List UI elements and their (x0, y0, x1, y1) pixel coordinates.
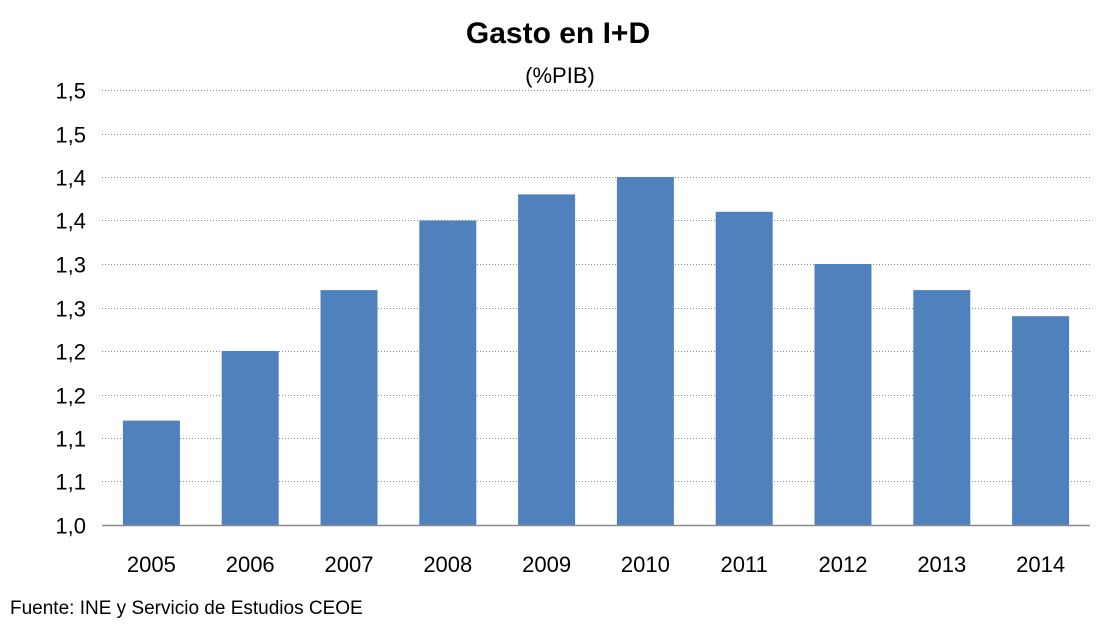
bar-2009 (518, 194, 576, 525)
bar-2007 (320, 290, 378, 525)
y-tick-label: 1,5 (55, 123, 86, 148)
x-tick-label: 2012 (819, 552, 868, 577)
x-tick-label: 2008 (423, 552, 472, 577)
bar-2010 (616, 177, 674, 525)
y-tick-label: 1,3 (55, 297, 86, 322)
y-tick-label: 1,0 (55, 514, 86, 539)
chart-subtitle: (%PIB) (525, 63, 595, 88)
bars (122, 177, 1070, 526)
y-tick-label: 1,3 (55, 253, 86, 278)
x-tick-label: 2013 (917, 552, 966, 577)
y-tick-label: 1,1 (55, 470, 86, 495)
x-tick-label: 2005 (127, 552, 176, 577)
bar-2013 (913, 290, 971, 525)
source-note: Fuente: INE y Servicio de Estudios CEOE (10, 598, 363, 619)
bar-2014 (1012, 316, 1070, 525)
x-axis-tick-labels: 2005 2006 2007 2008 2009 2010 2011 2012 2013 2014 (127, 552, 1065, 577)
x-tick-label: 2011 (721, 552, 768, 577)
y-tick-label: 1,1 (55, 427, 86, 452)
chart-title: Gasto en I+D (466, 17, 650, 50)
x-tick-label: 2010 (621, 552, 670, 577)
y-tick-label: 1,5 (55, 79, 86, 104)
x-tick-label: 2014 (1016, 552, 1065, 577)
y-tick-label: 1,4 (55, 166, 86, 191)
bar-2011 (715, 211, 773, 526)
y-tick-label: 1,2 (55, 384, 86, 409)
x-tick-label: 2006 (226, 552, 275, 577)
x-tick-label: 2007 (325, 552, 374, 577)
y-axis-tick-labels: 1,0 1,1 1,1 1,2 1,2 1,3 1,3 1,4 1,4 1,5 1,5 (55, 79, 86, 539)
bar-2008 (419, 220, 477, 525)
bar-2006 (221, 351, 279, 525)
bar-2012 (814, 264, 872, 525)
y-tick-label: 1,4 (55, 209, 86, 234)
x-tick-label: 2009 (522, 552, 571, 577)
y-tick-label: 1,2 (55, 340, 86, 365)
bar-2005 (122, 420, 180, 525)
